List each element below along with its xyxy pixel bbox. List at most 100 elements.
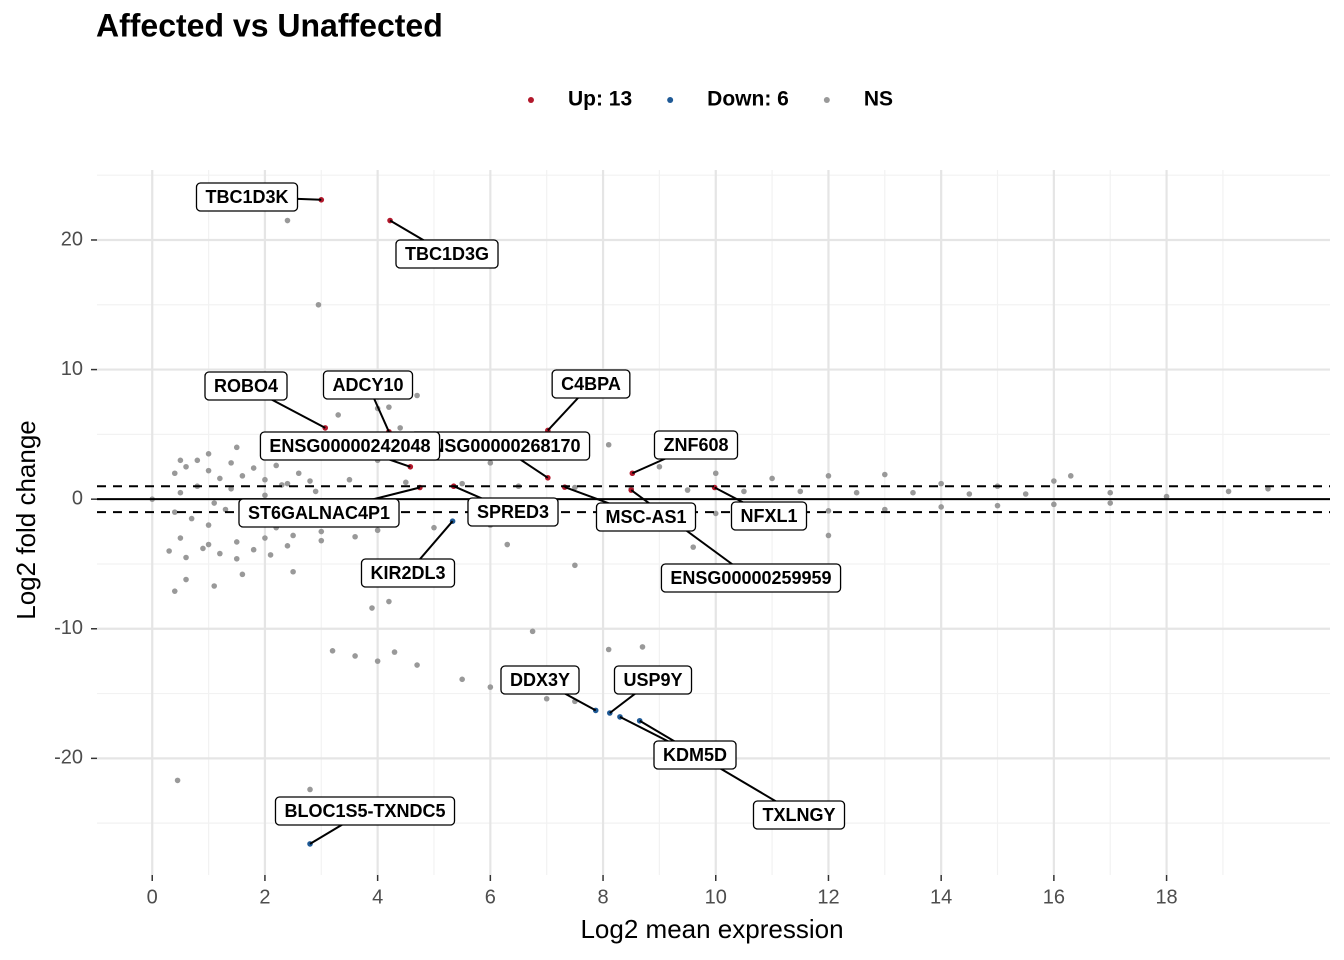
- point: [605, 646, 612, 653]
- point: [233, 555, 240, 562]
- x-tick-label: 4: [372, 886, 383, 908]
- label-box: [195, 182, 299, 212]
- point: [228, 460, 234, 466]
- point: [1107, 500, 1114, 506]
- point: [183, 554, 189, 561]
- point: [1067, 473, 1074, 479]
- point: [233, 444, 240, 451]
- point: [217, 550, 223, 557]
- point: [307, 786, 313, 793]
- y-axis-title: Log2 fold change: [11, 420, 41, 620]
- point: [1022, 491, 1029, 497]
- gene-label: DDX3Y: [500, 665, 580, 695]
- label-text: KIR2DL3: [370, 563, 445, 583]
- point: [262, 535, 268, 541]
- y-tick-label: 10: [61, 358, 83, 380]
- point: [174, 777, 181, 784]
- label-text: ENSG00000268170: [419, 436, 580, 456]
- point: [741, 488, 747, 495]
- point: [205, 522, 212, 528]
- point: [414, 392, 420, 399]
- x-tick-label: 10: [705, 886, 727, 908]
- gene-label: ST6GALNAC4P1: [238, 498, 400, 528]
- y-tick-label: 0: [72, 487, 83, 509]
- label-box: [613, 665, 693, 695]
- point: [284, 543, 291, 549]
- point: [307, 478, 313, 484]
- point: [284, 480, 291, 487]
- point: [504, 541, 511, 548]
- point: [171, 509, 178, 515]
- point: [605, 441, 612, 448]
- point: [200, 545, 206, 552]
- chart-title: Affected vs Unaffected: [96, 7, 443, 43]
- point: [572, 562, 578, 569]
- label-text: TBC1D3K: [205, 187, 288, 207]
- legend-swatch: [667, 97, 674, 103]
- point: [459, 676, 465, 683]
- point: [267, 552, 274, 558]
- point: [177, 457, 184, 464]
- point: [315, 301, 322, 308]
- point: [1051, 501, 1057, 508]
- point: [938, 504, 944, 510]
- point: [177, 489, 184, 496]
- gene-label: TBC1D3K: [195, 182, 299, 212]
- point: [1051, 478, 1057, 484]
- point: [290, 532, 296, 539]
- label-text: USP9Y: [623, 670, 682, 690]
- label-box: [500, 665, 580, 695]
- point: [194, 457, 201, 464]
- label-text: ST6GALNAC4P1: [248, 503, 390, 523]
- legend-swatch: [823, 97, 830, 103]
- point: [211, 583, 218, 589]
- point: [543, 695, 550, 702]
- label-text: TXLNGY: [762, 805, 835, 825]
- point: [882, 471, 888, 478]
- point: [228, 486, 234, 492]
- point: [656, 463, 663, 470]
- y-tick-label: -20: [54, 747, 83, 769]
- label-box: [595, 502, 697, 532]
- point: [403, 479, 409, 486]
- x-tick-label: 2: [259, 886, 270, 908]
- point: [335, 412, 341, 418]
- x-tick-label: 14: [930, 886, 952, 908]
- point: [188, 515, 195, 522]
- y-tick-label: -10: [54, 617, 83, 639]
- point: [853, 489, 860, 496]
- legend-label: Down: 6: [707, 88, 789, 111]
- point: [250, 546, 257, 553]
- point: [690, 544, 697, 550]
- label-box: [259, 431, 441, 461]
- y-tick-label: 20: [61, 228, 83, 250]
- x-tick-label: 18: [1155, 886, 1177, 908]
- x-tick-label: 8: [597, 886, 608, 908]
- gene-label: KDM5D: [653, 740, 737, 770]
- point: [386, 404, 392, 410]
- x-tick-label: 12: [817, 886, 839, 908]
- point: [284, 217, 291, 224]
- point: [346, 476, 353, 483]
- label-box: [551, 369, 631, 399]
- point: [205, 467, 212, 474]
- point: [262, 492, 268, 499]
- label-box: [322, 370, 414, 400]
- point: [374, 527, 381, 534]
- label-text: ZNF608: [663, 435, 728, 455]
- point: [273, 462, 280, 469]
- label-box: [653, 740, 737, 770]
- point: [374, 658, 381, 664]
- point: [487, 684, 494, 690]
- label-text: ENSG00000242048: [269, 436, 430, 456]
- point: [369, 605, 375, 611]
- point: [177, 535, 184, 541]
- point: [1107, 489, 1114, 496]
- point: [529, 628, 536, 635]
- label-box: [274, 796, 456, 826]
- point: [431, 524, 437, 531]
- legend-item: NS: [823, 88, 893, 111]
- x-tick-label: 16: [1043, 886, 1065, 908]
- point: [262, 476, 268, 483]
- point: [825, 508, 832, 514]
